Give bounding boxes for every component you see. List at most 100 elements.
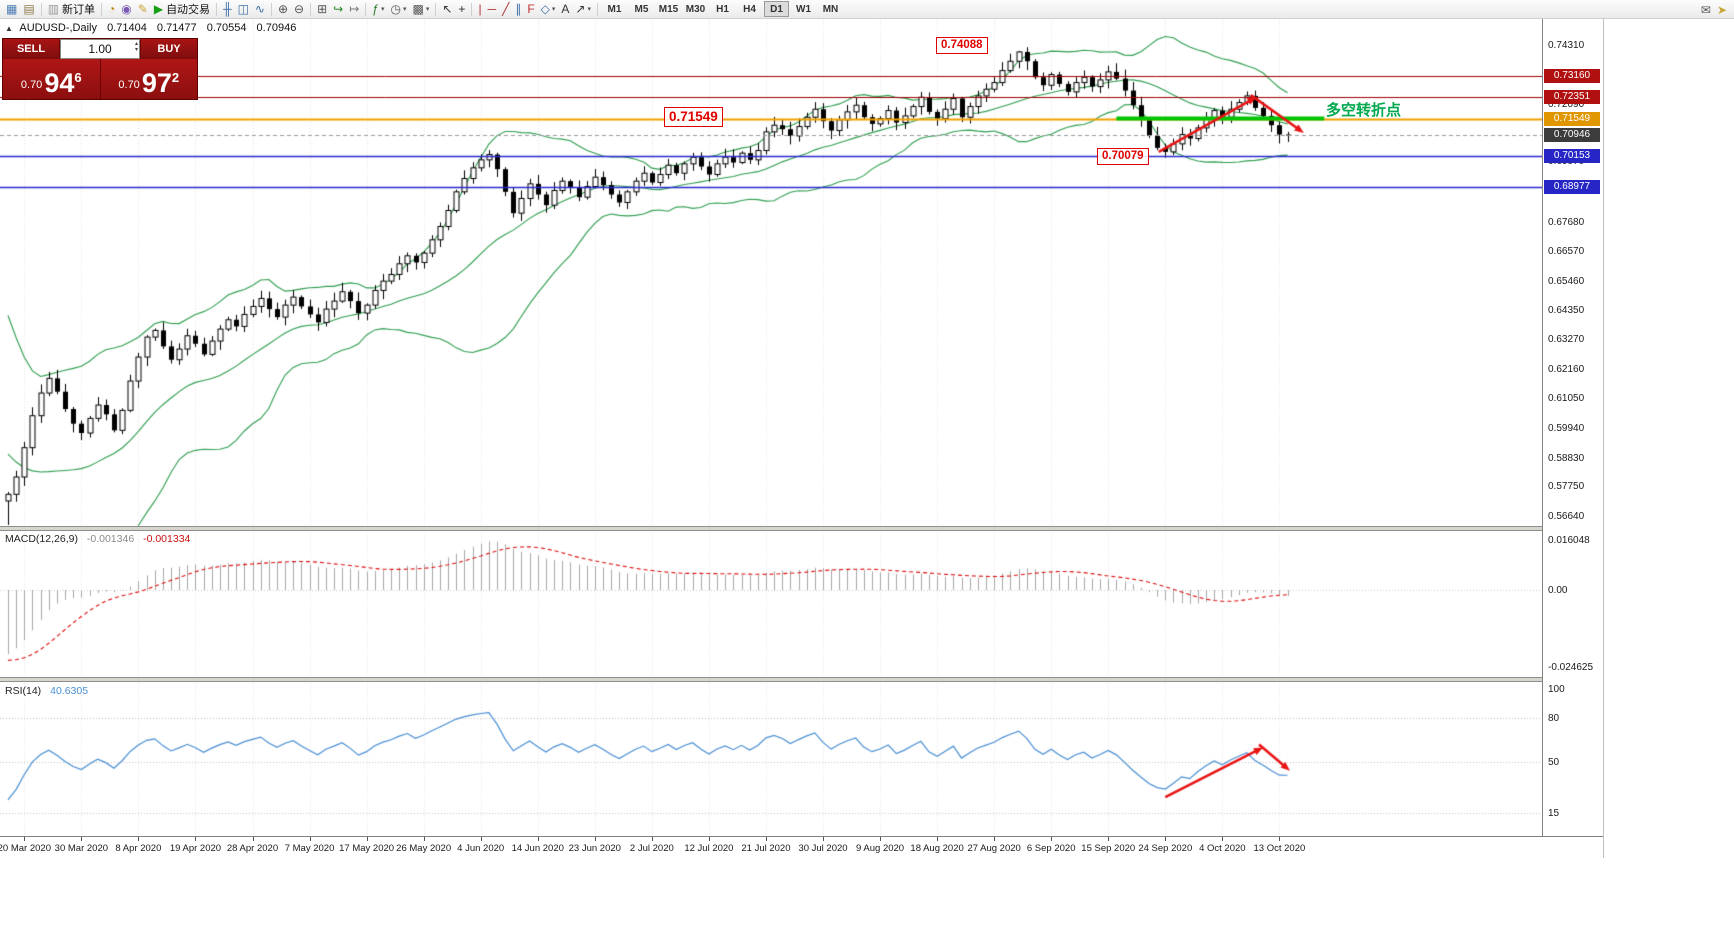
buy-button[interactable]: BUY bbox=[140, 39, 197, 59]
collapse-trade-panel-icon[interactable]: ▲ bbox=[5, 24, 13, 33]
sell-price-sup: 6 bbox=[74, 70, 82, 85]
date-tick-mark bbox=[1165, 837, 1166, 841]
date-axis-label: 30 Mar 2020 bbox=[54, 843, 109, 854]
vertical-line-button[interactable]: | bbox=[475, 1, 484, 18]
date-tick-mark bbox=[424, 837, 425, 841]
date-axis-label: 27 Aug 2020 bbox=[967, 843, 1021, 854]
shapes-button[interactable]: ◇ ▾ bbox=[538, 1, 559, 18]
templates-button[interactable]: ▩ ▾ bbox=[410, 1, 433, 18]
line-chart-button[interactable]: ∿ bbox=[252, 1, 268, 18]
date-tick-mark bbox=[595, 837, 596, 841]
turning-point-label[interactable]: 多空转折点 bbox=[1326, 102, 1402, 119]
timeframe-d1-button[interactable]: D1 bbox=[764, 1, 789, 17]
metaeditor-button[interactable]: ✎ bbox=[135, 1, 151, 18]
rsi-value: 40.6305 bbox=[50, 685, 89, 697]
profiles-button[interactable]: ▤ bbox=[20, 1, 37, 18]
chart-symbol-period: AUDUSD-,Daily bbox=[19, 22, 97, 34]
bar-chart-button[interactable]: ╫ bbox=[220, 1, 235, 18]
price-annotation-mid[interactable]: 0.71549 bbox=[664, 107, 723, 127]
price-annotation-top[interactable]: 0.74088 bbox=[936, 37, 988, 54]
auto-scroll-button[interactable]: ↪ bbox=[330, 1, 346, 18]
date-axis-label: 14 Jun 2020 bbox=[511, 843, 564, 854]
date-axis[interactable]: 20 Mar 2020 30 Mar 2020 8 Apr 2020 19 Apr 2… bbox=[0, 836, 1603, 858]
sell-price[interactable]: 0.70 94 6 bbox=[3, 59, 100, 99]
timeframe-h1-button[interactable]: H1 bbox=[716, 4, 729, 15]
date-tick-mark bbox=[766, 837, 767, 841]
crosshair-button[interactable]: + bbox=[455, 1, 468, 18]
date-axis-label: 17 May 2020 bbox=[339, 843, 395, 854]
timeframe-w1-button[interactable]: W1 bbox=[796, 4, 811, 15]
sell-button[interactable]: SELL bbox=[3, 39, 60, 59]
volume-up-icon[interactable]: ▴ bbox=[134, 41, 138, 47]
arrows-button[interactable]: ↗ ▾ bbox=[572, 1, 594, 18]
macd-scale-label: 0.016048 bbox=[1548, 535, 1590, 547]
line-chart-icon: ∿ bbox=[254, 2, 265, 16]
tile-windows-button[interactable]: ⊞ bbox=[314, 1, 330, 18]
buy-price-small: 0.70 bbox=[118, 79, 140, 91]
timeframe-m5-button[interactable]: M5 bbox=[634, 4, 649, 15]
timeframe-m15-button[interactable]: M15 bbox=[658, 4, 679, 15]
toolbar-separator bbox=[216, 2, 218, 16]
global-variables-icon: ◉ bbox=[121, 2, 132, 16]
price-tag-0.72351: 0.72351 bbox=[1544, 90, 1600, 105]
date-tick-mark bbox=[24, 837, 25, 841]
date-axis-label: 13 Oct 2020 bbox=[1253, 843, 1306, 854]
zoom-out-button[interactable]: ⊖ bbox=[291, 1, 307, 18]
price-axis-label: 0.65460 bbox=[1548, 275, 1585, 287]
date-tick-mark bbox=[538, 837, 539, 841]
timeframe-mn-button[interactable]: MN bbox=[822, 4, 839, 15]
auto-trading-button[interactable]: ▶ 自动交易 bbox=[151, 1, 213, 18]
equidistant-channel-button[interactable]: ∥ bbox=[512, 1, 524, 18]
macd-panel-separator[interactable] bbox=[0, 526, 1603, 531]
volume-down-icon[interactable]: ▾ bbox=[134, 47, 138, 53]
text-label-button[interactable]: A bbox=[558, 1, 572, 18]
new-order-icon: ▥ bbox=[47, 2, 60, 16]
rsi-panel-separator[interactable] bbox=[0, 677, 1603, 682]
ohlc-low: 0.70554 bbox=[206, 22, 247, 34]
date-axis-label: 2 Jul 2020 bbox=[629, 843, 674, 854]
whats-new-button[interactable]: ➤ bbox=[1714, 1, 1730, 18]
community-chat-button[interactable]: ✉ bbox=[1698, 1, 1714, 18]
date-axis-label: 6 Sep 2020 bbox=[1026, 843, 1076, 854]
indicators-caret-icon: ▾ bbox=[380, 6, 385, 13]
ohlc-open: 0.71404 bbox=[107, 22, 147, 34]
toolbar-separator bbox=[365, 2, 367, 16]
date-axis-label: 26 May 2020 bbox=[396, 843, 452, 854]
date-tick-mark bbox=[253, 837, 254, 841]
fibonacci-button[interactable]: F bbox=[524, 1, 537, 18]
chart-shift-button[interactable]: ↦ bbox=[346, 1, 362, 18]
new-order-button[interactable]: ▥ 新订单 bbox=[45, 1, 98, 18]
date-axis-label: 12 Jul 2020 bbox=[684, 843, 734, 854]
cursor-button[interactable]: ↖ bbox=[439, 1, 455, 18]
sell-price-small: 0.70 bbox=[20, 79, 43, 91]
timeframe-m1-button[interactable]: M1 bbox=[607, 4, 622, 15]
timeframe-m30-button[interactable]: M30 bbox=[685, 4, 706, 15]
new-chart-button[interactable]: ▦ bbox=[3, 1, 20, 18]
templates-icon: ▩ bbox=[412, 2, 424, 16]
history-center-button[interactable]: ◔ bbox=[105, 1, 118, 18]
price-axis-label: 0.61050 bbox=[1548, 393, 1585, 405]
buy-price[interactable]: 0.70 97 2 bbox=[101, 59, 198, 99]
tile-windows-icon: ⊞ bbox=[317, 2, 328, 16]
global-variables-button[interactable]: ◉ bbox=[118, 1, 134, 18]
price-axis[interactable]: 0.743100.720900.699700.676800.665700.654… bbox=[1542, 19, 1603, 858]
indicators-icon: ƒ bbox=[372, 2, 379, 16]
price-tag-0.71549: 0.71549 bbox=[1544, 111, 1600, 126]
date-tick-mark bbox=[367, 837, 368, 841]
date-tick-mark bbox=[1108, 837, 1109, 841]
timeframe-h4-button[interactable]: H4 bbox=[743, 4, 756, 15]
indicators-button[interactable]: ƒ ▾ bbox=[369, 1, 387, 18]
zoom-in-button[interactable]: ⊕ bbox=[275, 1, 291, 18]
volume-spinner[interactable]: ▴ ▾ bbox=[135, 41, 138, 53]
price-annotation-low[interactable]: 0.70079 bbox=[1097, 148, 1149, 165]
periods-button[interactable]: ◷ ▾ bbox=[388, 1, 410, 18]
horizontal-line-button[interactable]: ─ bbox=[485, 1, 500, 18]
price-axis-label: 0.66570 bbox=[1548, 246, 1585, 258]
candlestick-chart-button[interactable]: ◫ bbox=[235, 1, 252, 18]
volume-input[interactable]: 1.00 ▴ ▾ bbox=[60, 39, 140, 59]
toolbar-separator bbox=[435, 2, 437, 16]
shapes-caret-icon: ▾ bbox=[551, 6, 556, 13]
trendline-button[interactable]: ╱ bbox=[499, 1, 512, 18]
